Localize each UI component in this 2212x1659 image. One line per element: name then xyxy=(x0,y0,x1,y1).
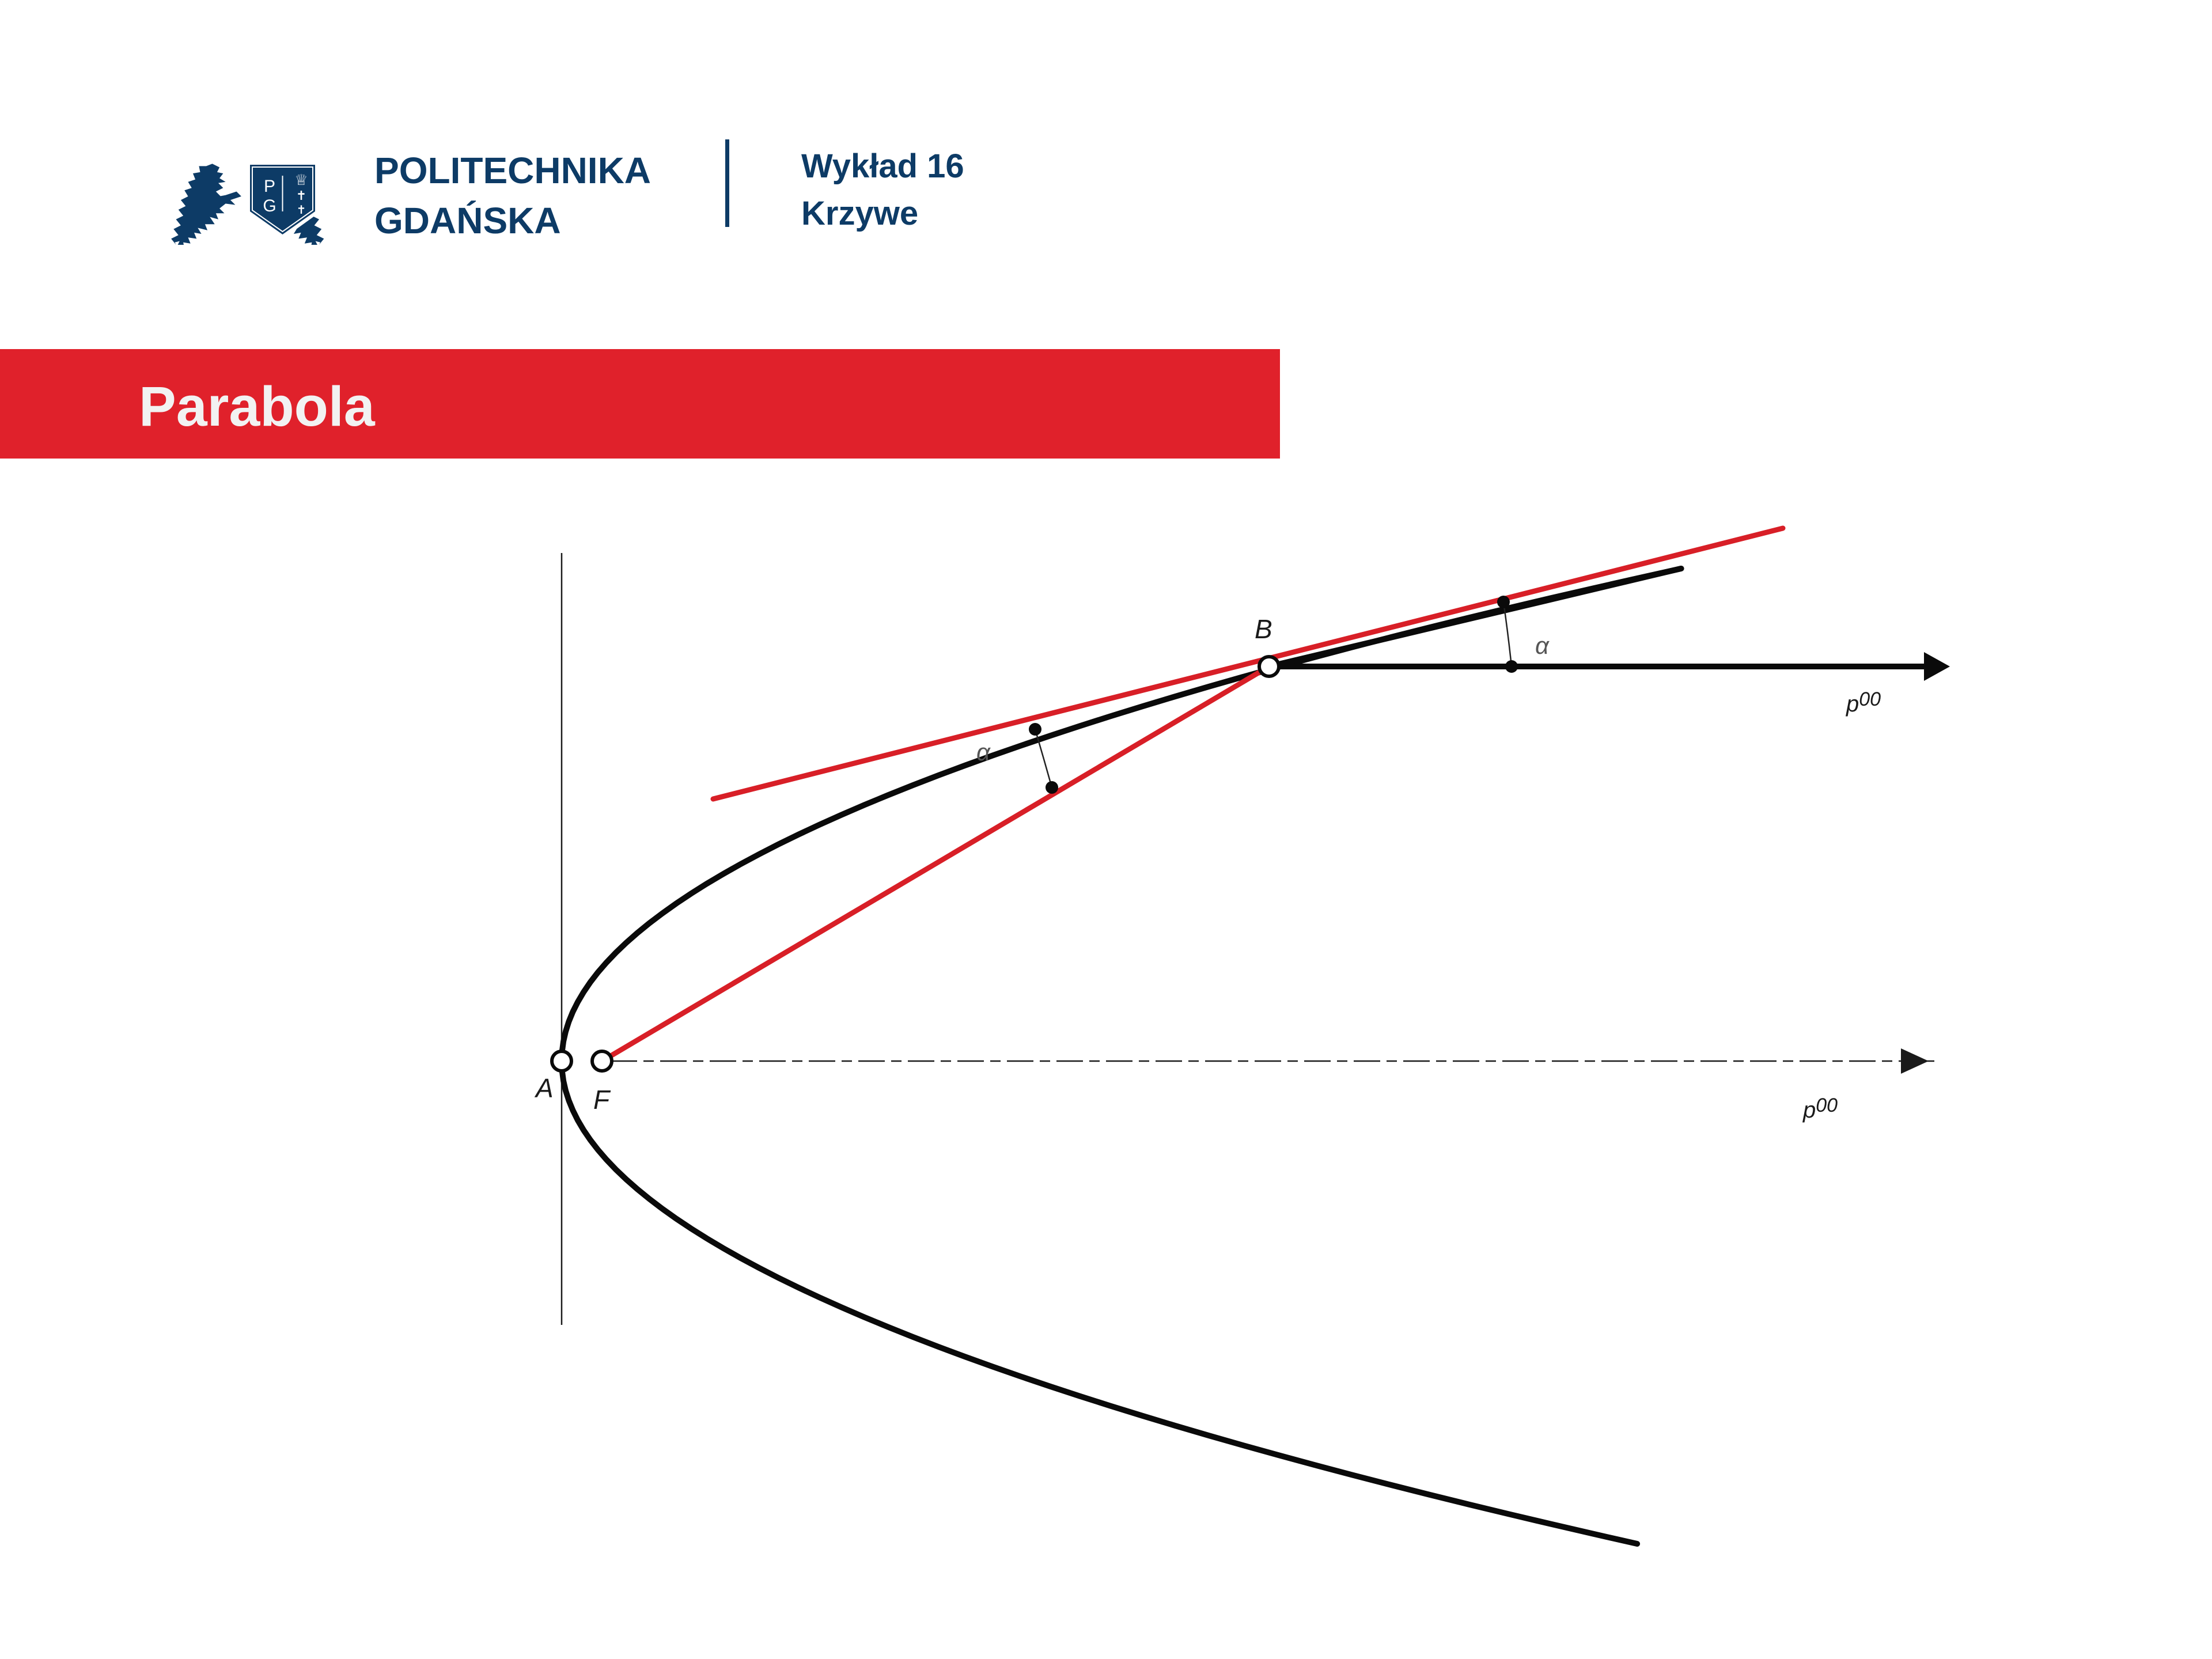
svg-text:p00: p00 xyxy=(1802,1094,1838,1123)
svg-text:F: F xyxy=(593,1085,611,1115)
svg-text:α: α xyxy=(1535,632,1550,659)
svg-text:α: α xyxy=(976,738,991,766)
svg-text:B: B xyxy=(1255,614,1272,644)
svg-text:A: A xyxy=(534,1073,554,1103)
svg-text:p00: p00 xyxy=(1846,688,1881,717)
